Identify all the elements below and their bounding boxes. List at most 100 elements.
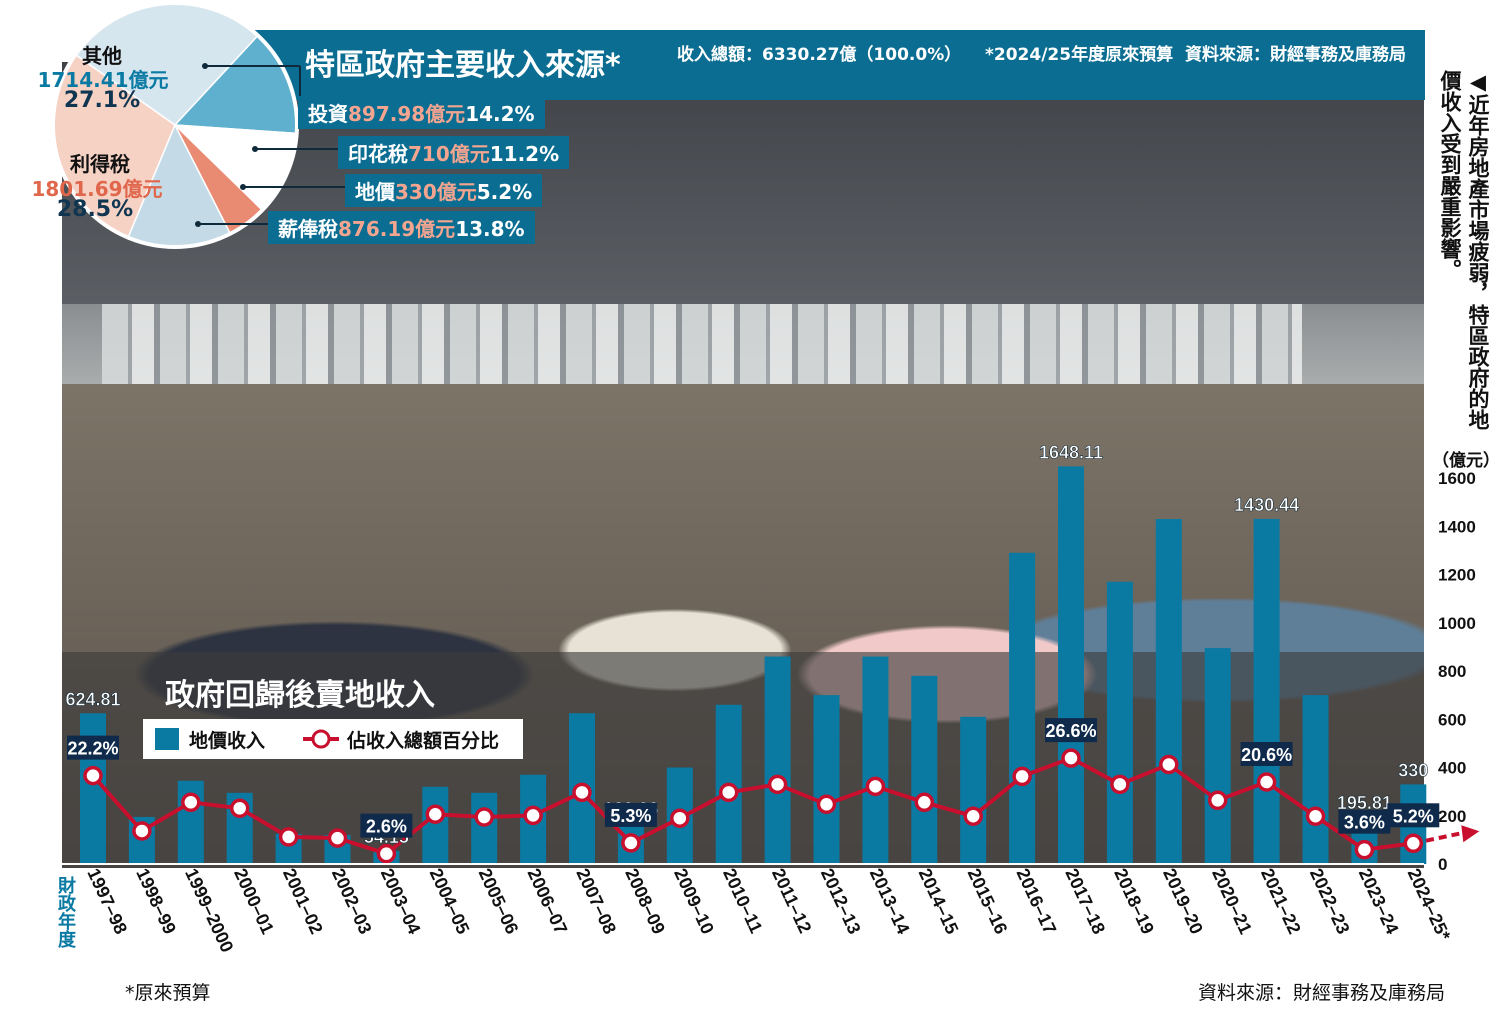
pie-source: 資料來源：財經事務及庫務局 xyxy=(1185,45,1406,65)
pie-label-investment: 投資897.98億元14.2% xyxy=(298,96,545,129)
pie-label-salaries-tax: 薪俸稅876.19億元13.8% xyxy=(268,211,535,244)
pct-point-2022–23 xyxy=(1305,806,1326,826)
pie-label-land-premium: 地價330億元5.2% xyxy=(345,174,543,207)
y-tick-label: 200 xyxy=(1438,807,1466,826)
pct-point-2010–11 xyxy=(718,782,739,803)
pct-point-2002–03 xyxy=(327,828,348,848)
photo-caption: ◀近年房地產市場疲弱，特區政府的地價收入受到嚴重影響。 xyxy=(1438,70,1490,430)
pct-point-2000–01 xyxy=(229,798,250,819)
pie-label-stamp-duty: 印花稅710億元11.2% xyxy=(338,136,570,169)
pct-point-2017–18 xyxy=(1061,748,1081,768)
legend-line-swatch xyxy=(303,729,339,749)
pct-point-2015–16 xyxy=(963,806,983,826)
pct-point-2019–20 xyxy=(1159,754,1179,775)
pct-label-box xyxy=(1240,741,1293,766)
bar-2011–12 xyxy=(764,656,791,864)
pct-line-projection xyxy=(1412,831,1462,846)
pct-point-2014–15 xyxy=(914,792,935,813)
x-tick-label: 2003–04 xyxy=(377,865,425,937)
top-info-bar xyxy=(220,30,1425,100)
pct-line-arrowhead xyxy=(1461,825,1480,843)
y-tick-label: 600 xyxy=(1438,710,1466,729)
x-tick-label: 2022–23 xyxy=(1306,865,1354,937)
pct-point-2006–07 xyxy=(523,805,543,826)
pct-label-box xyxy=(360,813,413,838)
x-tick-label: 2021–22 xyxy=(1257,865,1305,937)
pct-point-2023–24 xyxy=(1354,839,1375,860)
pct-label-box xyxy=(67,735,119,760)
x-tick-label: 2023–24 xyxy=(1355,865,1403,937)
pie-label-profits-pct: 28.5% xyxy=(56,197,134,222)
chart-legend: 地價收入 佔收入總額百分比 xyxy=(143,719,523,759)
x-tick-label: 2009–10 xyxy=(670,865,718,937)
pct-point-1999–2000 xyxy=(181,792,201,813)
x-tick-label: 2017–18 xyxy=(1061,865,1109,937)
pct-value-label: 26.6% xyxy=(1045,721,1096,741)
pct-label-box xyxy=(1387,803,1440,828)
x-tick-label: 2019–20 xyxy=(1159,865,1207,937)
x-tick-label: 2006–07 xyxy=(523,865,571,937)
x-tick-label: 2016–17 xyxy=(1012,865,1060,937)
bar-2018–19 xyxy=(1106,581,1133,864)
x-tick-label: 2004–05 xyxy=(426,865,474,937)
pct-point-2011–12 xyxy=(767,774,788,795)
pct-point-2024–25* xyxy=(1403,833,1424,854)
bar-value-label: 1430.44 xyxy=(1234,495,1299,515)
pct-value-label: 3.6% xyxy=(1344,813,1385,833)
bar-value-label: 330 xyxy=(1398,760,1428,780)
pct-point-2012–13 xyxy=(816,794,837,815)
pct-value-label: 22.2% xyxy=(67,739,118,759)
y-tick-label: 0 xyxy=(1438,855,1447,874)
pct-label-box xyxy=(1045,718,1097,743)
x-tick-label: 2014–15 xyxy=(915,865,963,937)
bar-2022–23 xyxy=(1302,695,1329,864)
x-tick-label: 1998–99 xyxy=(132,865,180,937)
bar-2021–22 xyxy=(1253,518,1280,864)
y-tick-label: 400 xyxy=(1438,759,1466,778)
pct-point-2001–02 xyxy=(278,827,299,847)
x-tick-label: 2020–21 xyxy=(1208,865,1256,937)
x-tick-label: 2015–16 xyxy=(964,865,1012,937)
pct-label-box xyxy=(604,802,657,827)
x-tick-label: 2010–11 xyxy=(719,865,766,936)
revenue-pie-chart xyxy=(51,1,299,249)
x-tick-label: 2024–25* xyxy=(1404,865,1455,943)
pct-point-2018–19 xyxy=(1110,774,1130,795)
pct-value-label: 5.3% xyxy=(610,806,651,826)
pie-label-profits-amount: 1801.69億元 xyxy=(31,177,163,201)
bar-2005–06 xyxy=(471,792,498,864)
x-tick-label: 2008–09 xyxy=(621,865,669,937)
pct-point-2003–04 xyxy=(376,843,397,864)
bar-2017–18 xyxy=(1058,466,1084,864)
x-tick-label: 2018–19 xyxy=(1110,865,1158,937)
y-tick-label: 800 xyxy=(1438,662,1466,681)
pct-point-2009–10 xyxy=(670,808,690,828)
pct-point-2021–22 xyxy=(1256,772,1277,792)
pie-label-others-pct: 27.1% xyxy=(63,88,141,113)
chart-source: 資料來源：財經事務及庫務局 xyxy=(1198,982,1446,1004)
bar-2004–05 xyxy=(422,786,449,864)
x-tick-label: 2002–03 xyxy=(328,865,376,937)
bar-2016–17 xyxy=(1009,552,1036,864)
pie-label-others-amount: 1714.41億元 xyxy=(37,68,169,92)
y-tick-label: 1400 xyxy=(1438,517,1476,536)
y-tick-label: 1600 xyxy=(1438,469,1476,488)
pct-point-2008–09 xyxy=(621,833,641,853)
bar-2015–16 xyxy=(960,716,987,864)
pct-line xyxy=(91,755,1414,856)
x-tick-label: 2007–08 xyxy=(572,865,620,937)
budget-note: *2024/25年度原來預算 xyxy=(985,45,1174,65)
footnote: *原來預算 xyxy=(125,982,211,1004)
bar-2020–21 xyxy=(1204,648,1231,864)
pct-point-2007–08 xyxy=(572,782,592,803)
bar-2012–13 xyxy=(813,695,840,864)
pct-point-2004–05 xyxy=(425,804,446,824)
legend-bar-label: 地價收入 xyxy=(189,730,266,752)
legend-bar-swatch xyxy=(155,728,179,750)
bar-value-label: 195.81 xyxy=(1337,793,1392,813)
pct-label-box xyxy=(1338,809,1391,834)
pct-point-2005–06 xyxy=(474,807,494,827)
x-tick-label: 2011–12 xyxy=(768,865,815,936)
bar-2013–14 xyxy=(862,656,889,864)
x-tick-label: 2005–06 xyxy=(475,865,523,937)
